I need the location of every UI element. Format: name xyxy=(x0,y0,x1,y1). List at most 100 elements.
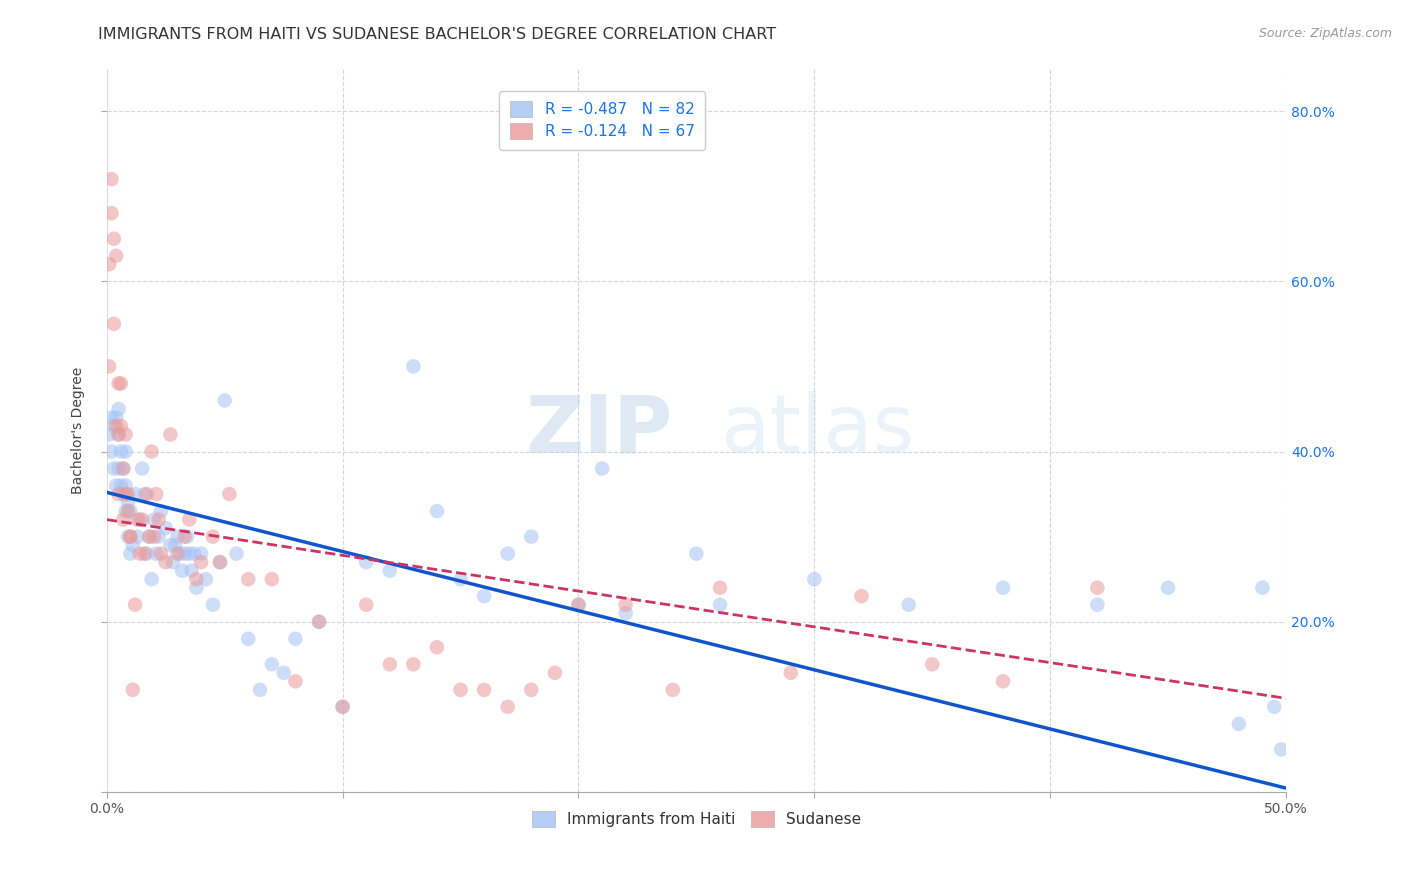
Point xyxy=(779,665,801,680)
Point xyxy=(1085,598,1108,612)
Point xyxy=(472,682,495,697)
Point xyxy=(496,547,519,561)
Text: IMMIGRANTS FROM HAITI VS SUDANESE BACHELOR'S DEGREE CORRELATION CHART: IMMIGRANTS FROM HAITI VS SUDANESE BACHEL… xyxy=(98,27,776,42)
Point xyxy=(1085,581,1108,595)
Point xyxy=(238,572,260,586)
Point xyxy=(172,564,194,578)
Point xyxy=(402,657,425,672)
Point xyxy=(124,598,146,612)
Y-axis label: Bachelor's Degree: Bachelor's Degree xyxy=(72,367,86,494)
Point xyxy=(1157,581,1180,595)
Point xyxy=(176,530,198,544)
Point xyxy=(169,547,191,561)
Point xyxy=(159,538,181,552)
Point xyxy=(354,598,377,612)
Point xyxy=(110,444,132,458)
Point xyxy=(107,401,129,416)
Point xyxy=(614,606,637,620)
Point xyxy=(150,547,173,561)
Point xyxy=(284,674,307,689)
Point xyxy=(173,530,195,544)
Point xyxy=(142,513,165,527)
Point xyxy=(1251,581,1274,595)
Point xyxy=(591,461,613,475)
Point xyxy=(114,504,136,518)
Point xyxy=(159,427,181,442)
Point xyxy=(141,572,163,586)
Point xyxy=(709,581,731,595)
Text: atlas: atlas xyxy=(720,392,914,469)
Point xyxy=(103,232,125,246)
Point xyxy=(308,615,330,629)
Point xyxy=(103,317,125,331)
Point xyxy=(155,521,177,535)
Point xyxy=(426,640,449,655)
Point xyxy=(201,530,224,544)
Point xyxy=(107,427,129,442)
Point xyxy=(173,547,195,561)
Point xyxy=(614,598,637,612)
Point xyxy=(225,547,247,561)
Point xyxy=(450,572,472,586)
Point xyxy=(103,461,125,475)
Point xyxy=(112,513,135,527)
Point xyxy=(148,530,170,544)
Point xyxy=(117,530,139,544)
Point xyxy=(103,419,125,434)
Point xyxy=(180,564,202,578)
Point xyxy=(107,376,129,391)
Point xyxy=(107,487,129,501)
Point xyxy=(378,657,401,672)
Point xyxy=(851,589,873,603)
Point xyxy=(260,572,283,586)
Point xyxy=(496,699,519,714)
Legend: Immigrants from Haiti, Sudanese: Immigrants from Haiti, Sudanese xyxy=(524,804,869,835)
Point xyxy=(190,547,212,561)
Point xyxy=(194,572,217,586)
Point xyxy=(135,487,157,501)
Point xyxy=(117,487,139,501)
Point xyxy=(709,598,731,612)
Point xyxy=(1270,742,1292,756)
Point xyxy=(107,461,129,475)
Point xyxy=(179,547,201,561)
Point xyxy=(117,504,139,518)
Point xyxy=(155,555,177,569)
Point xyxy=(124,487,146,501)
Point xyxy=(98,257,121,271)
Point xyxy=(284,632,307,646)
Point xyxy=(110,376,132,391)
Point xyxy=(100,410,122,425)
Point xyxy=(117,495,139,509)
Point xyxy=(166,530,188,544)
Point xyxy=(131,513,153,527)
Point xyxy=(179,513,201,527)
Point xyxy=(114,427,136,442)
Point xyxy=(450,682,472,697)
Point xyxy=(105,249,128,263)
Point xyxy=(897,598,920,612)
Point xyxy=(120,530,142,544)
Point xyxy=(166,547,188,561)
Point xyxy=(134,487,156,501)
Point xyxy=(402,359,425,374)
Point xyxy=(127,513,149,527)
Point xyxy=(1227,717,1250,731)
Point xyxy=(472,589,495,603)
Point xyxy=(114,478,136,492)
Point xyxy=(332,699,354,714)
Point xyxy=(120,530,142,544)
Point xyxy=(354,555,377,569)
Point xyxy=(105,419,128,434)
Text: ZIP: ZIP xyxy=(526,392,673,469)
Point xyxy=(120,504,142,518)
Point xyxy=(98,359,121,374)
Point xyxy=(128,513,150,527)
Point xyxy=(162,555,184,569)
Point xyxy=(100,444,122,458)
Point xyxy=(214,393,236,408)
Point xyxy=(120,547,142,561)
Point xyxy=(544,665,567,680)
Point xyxy=(208,555,231,569)
Point xyxy=(134,547,156,561)
